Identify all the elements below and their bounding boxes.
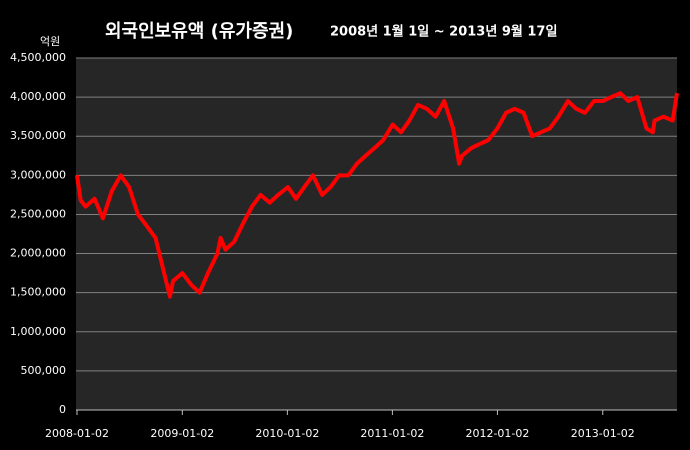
x-tick-label: 2009-01-02	[150, 427, 214, 440]
y-tick-label: 4,000,000	[10, 90, 66, 103]
y-tick-label: 3,000,000	[10, 168, 66, 181]
y-tick-label: 0	[59, 403, 66, 416]
chart-title: 외국인보유액 (유가증권)	[105, 21, 293, 42]
plot-area	[76, 58, 677, 410]
x-tick-label: 2008-01-02	[45, 427, 109, 440]
x-tick-label: 2013-01-02	[571, 427, 635, 440]
y-axis-label: 억원	[40, 35, 60, 48]
y-tick-label: 1,500,000	[10, 286, 66, 299]
y-tick-label: 1,000,000	[10, 325, 66, 338]
data-line	[75, 91, 679, 299]
y-tick-label: 2,500,000	[10, 207, 66, 220]
y-tick-label: 4,500,000	[10, 51, 66, 64]
x-tick-label: 2012-01-02	[465, 427, 529, 440]
chart-subtitle: 2008년 1월 1일 ~ 2013년 9월 17일	[330, 24, 557, 40]
y-tick-label: 2,000,000	[10, 247, 66, 260]
x-tick-label: 2010-01-02	[255, 427, 319, 440]
y-tick-label: 500,000	[21, 364, 67, 377]
y-tick-label: 3,500,000	[10, 129, 66, 142]
x-tick-label: 2011-01-02	[360, 427, 424, 440]
